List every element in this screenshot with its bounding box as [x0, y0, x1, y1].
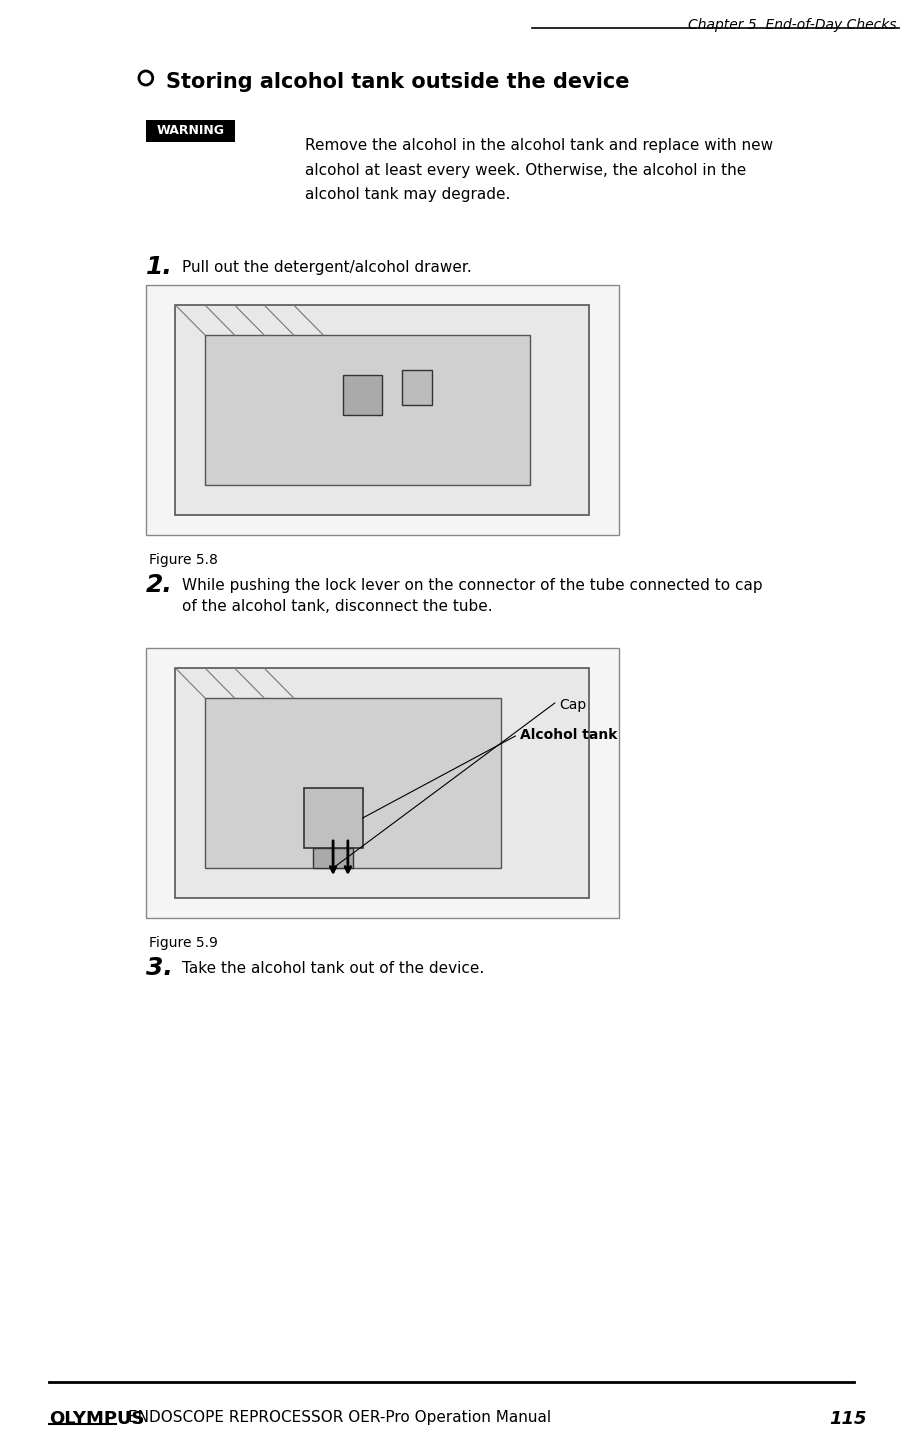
Text: Take the alcohol tank out of the device.: Take the alcohol tank out of the device.	[182, 961, 484, 977]
Bar	[402, 370, 432, 404]
Bar	[343, 376, 382, 414]
Text: While pushing the lock lever on the connector of the tube connected to cap
of th: While pushing the lock lever on the conn…	[182, 578, 763, 614]
Bar	[304, 789, 362, 847]
Bar	[146, 285, 619, 535]
Bar	[205, 698, 501, 868]
Bar	[146, 648, 619, 918]
Text: Storing alcohol tank outside the device: Storing alcohol tank outside the device	[166, 72, 629, 92]
Text: 3.: 3.	[146, 956, 172, 979]
Bar	[175, 668, 590, 898]
Text: Pull out the detergent/alcohol drawer.: Pull out the detergent/alcohol drawer.	[182, 260, 472, 275]
Text: OLYMPUS: OLYMPUS	[50, 1410, 145, 1428]
Text: 1.: 1.	[146, 255, 172, 280]
Bar	[146, 120, 235, 142]
Bar	[205, 336, 530, 485]
Text: Cap: Cap	[559, 698, 587, 713]
Text: 115: 115	[830, 1410, 867, 1428]
Text: Figure 5.9: Figure 5.9	[149, 936, 217, 949]
Text: Figure 5.8: Figure 5.8	[149, 554, 217, 566]
Text: Remove the alcohol in the alcohol tank and replace with new
alcohol at least eve: Remove the alcohol in the alcohol tank a…	[305, 138, 774, 202]
Bar	[175, 305, 590, 515]
Text: Alcohol tank: Alcohol tank	[520, 728, 618, 741]
Text: 2.: 2.	[146, 574, 172, 597]
Bar	[314, 847, 353, 868]
Text: Chapter 5  End-of-Day Checks: Chapter 5 End-of-Day Checks	[689, 19, 897, 32]
Text: WARNING: WARNING	[156, 125, 224, 138]
Text: ENDOSCOPE REPROCESSOR OER-Pro Operation Manual: ENDOSCOPE REPROCESSOR OER-Pro Operation …	[128, 1410, 551, 1425]
